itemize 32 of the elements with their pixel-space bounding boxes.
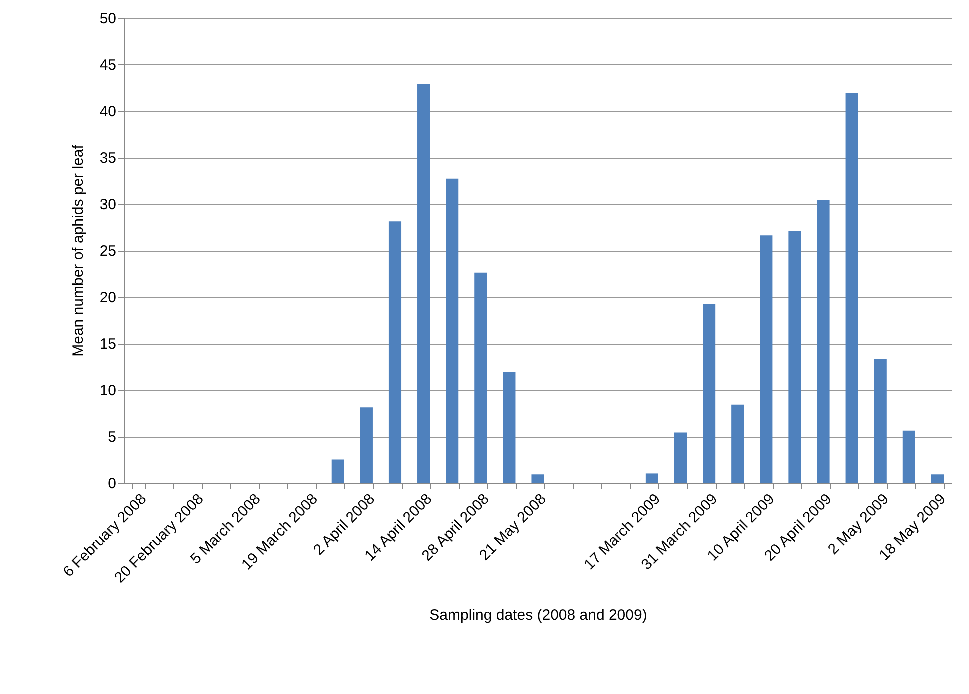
bar [332,460,344,483]
bar [474,272,488,483]
bar [532,474,544,483]
bar [674,432,688,483]
y-tick-label: 25 [100,243,116,260]
bar [703,304,716,483]
bar [360,408,373,483]
bar [646,474,658,483]
y-tick-label: 5 [108,429,116,446]
y-tick-label: 45 [100,57,116,74]
y-tick-label: 15 [100,336,116,353]
bar [760,236,773,483]
y-tick-label: 20 [100,290,116,306]
y-axis-title: Mean number of aphids per leaf [70,144,87,357]
y-tick-label: 0 [108,476,116,492]
y-tick-label: 40 [100,104,116,120]
bar [874,359,887,483]
y-tick-label: 10 [100,382,116,400]
y-tick-label: 50 [100,10,116,28]
bar [446,178,459,483]
bar [418,84,430,483]
bar [732,404,744,483]
bar [902,430,916,483]
bar [846,93,858,483]
bar [503,372,516,483]
y-tick-label: 30 [100,196,116,214]
x-axis-title: Sampling dates (2008 and 2009) [430,606,648,624]
bar [388,222,402,483]
bar [931,474,944,483]
bar [788,230,802,483]
bar [817,200,830,483]
y-tick-label: 35 [100,150,116,167]
